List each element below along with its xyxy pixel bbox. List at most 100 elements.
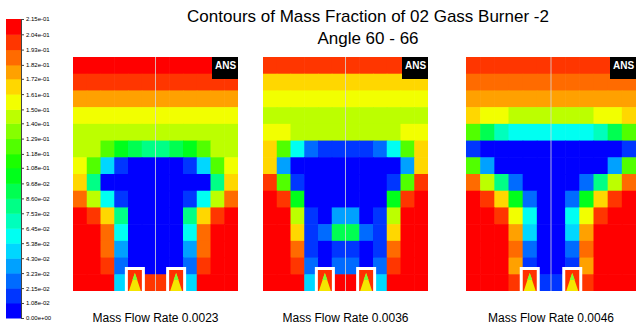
cell	[466, 141, 481, 158]
cell	[142, 124, 156, 141]
cell	[277, 141, 291, 158]
colorbar-tick-label: 9.68e-02	[26, 181, 50, 187]
cell	[414, 141, 428, 158]
cell	[579, 124, 594, 141]
cell	[197, 57, 211, 74]
cell	[373, 207, 387, 224]
cell	[332, 224, 346, 241]
cell	[169, 90, 183, 107]
cell	[142, 224, 156, 241]
symmetry-line	[551, 57, 552, 291]
colorbar-band	[6, 109, 21, 123]
cell	[594, 107, 609, 124]
cell	[551, 74, 566, 91]
nozzle-inner	[128, 270, 142, 291]
cell	[291, 174, 305, 191]
cell	[183, 191, 197, 208]
cell	[346, 90, 360, 107]
cell	[523, 241, 538, 258]
colorbar-tick: 0.00e+00	[21, 315, 52, 321]
cell	[318, 191, 332, 208]
cell	[387, 141, 401, 158]
cell	[101, 74, 115, 91]
cell	[594, 157, 609, 174]
cell	[263, 74, 277, 91]
colorbar-tick-label: 1.61e-01	[26, 92, 50, 98]
cell	[224, 258, 238, 275]
cell	[211, 274, 225, 291]
cell	[142, 90, 156, 107]
cell	[494, 241, 509, 258]
cell	[466, 157, 481, 174]
colorbar-axis: 0.00e+001.08e-022.15e-023.23e-024.30e-02…	[21, 16, 52, 321]
figure: Contours of Mass Fraction of 02 Gass Bur…	[0, 0, 642, 331]
cell	[73, 57, 87, 74]
nozzle	[125, 267, 145, 291]
cell	[332, 207, 346, 224]
cell	[156, 224, 170, 241]
cell	[211, 90, 225, 107]
cell	[211, 141, 225, 158]
logo: ANS	[215, 60, 236, 71]
cell	[466, 124, 481, 141]
cell	[551, 124, 566, 141]
cell	[359, 141, 373, 158]
cell	[373, 224, 387, 241]
colorbar-tick-mark	[21, 258, 24, 259]
cell	[87, 157, 101, 174]
cell	[277, 241, 291, 258]
cell	[128, 157, 142, 174]
colorbar-tick-label: 0.00e+00	[26, 315, 52, 321]
cell	[332, 57, 346, 74]
cell	[128, 241, 142, 258]
cell	[114, 207, 128, 224]
cell	[183, 90, 197, 107]
cell	[565, 241, 580, 258]
cell	[332, 241, 346, 258]
cell	[87, 90, 101, 107]
cell	[523, 224, 538, 241]
colorbar-tick-mark	[21, 273, 24, 274]
cell	[332, 141, 346, 158]
cell	[346, 224, 360, 241]
cell	[211, 241, 225, 258]
cell	[414, 174, 428, 191]
colorbar-tick-label: 3.23e-02	[26, 271, 50, 277]
cell	[509, 157, 524, 174]
cell	[304, 207, 318, 224]
cell	[579, 57, 594, 74]
cell	[551, 141, 566, 158]
cell	[128, 124, 142, 141]
cell	[211, 258, 225, 275]
cell	[565, 90, 580, 107]
cell	[401, 90, 415, 107]
cell	[277, 90, 291, 107]
cell	[156, 90, 170, 107]
cell	[73, 224, 87, 241]
cell	[169, 191, 183, 208]
cell	[622, 107, 636, 124]
colorbar-tick-mark	[21, 213, 24, 214]
cell	[494, 191, 509, 208]
cell	[622, 141, 636, 158]
panel-caption: Mass Flow Rate 0.0023	[92, 311, 218, 325]
colorbar-tick-label: 7.53e-02	[26, 211, 50, 217]
cell	[622, 124, 636, 141]
cell	[387, 174, 401, 191]
cell	[551, 107, 566, 124]
cell	[291, 90, 305, 107]
cell	[579, 174, 594, 191]
symmetry-line	[155, 57, 156, 291]
cell	[401, 241, 415, 258]
cell	[414, 90, 428, 107]
cell	[332, 124, 346, 141]
cell	[224, 224, 238, 241]
cell	[594, 74, 609, 91]
cell	[156, 157, 170, 174]
subtitle: Angle 60 - 66	[317, 29, 418, 48]
cell	[197, 191, 211, 208]
cell	[291, 207, 305, 224]
cell	[101, 258, 115, 275]
symmetry-line	[345, 57, 346, 291]
panel-caption: Mass Flow Rate 0.0046	[488, 311, 614, 325]
